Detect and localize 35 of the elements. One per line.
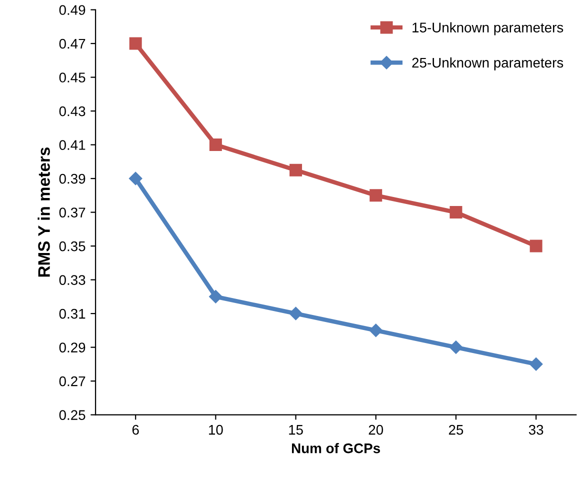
legend-label: 25-Unknown parameters	[412, 57, 564, 70]
y-tick-label: 0.35	[59, 241, 86, 252]
x-tick-label: 33	[528, 424, 544, 435]
point	[128, 172, 142, 186]
point	[290, 164, 302, 176]
point	[369, 324, 382, 338]
y-tick-label: 0.39	[59, 174, 86, 184]
point	[530, 240, 542, 252]
x-axis-title: Num of GCPs	[292, 443, 380, 454]
y-tick-label: 0.25	[59, 410, 86, 420]
point	[370, 189, 382, 202]
legend-label: 15-Unknown parameters	[412, 22, 564, 36]
x-tick-label: 6	[132, 424, 139, 435]
y-tick-label: 0.27	[59, 376, 86, 386]
y-tick-label: 0.45	[59, 72, 86, 82]
point	[449, 340, 463, 354]
point	[529, 358, 543, 371]
x-tick-label: 20	[368, 424, 384, 435]
x-tick-label: 15	[289, 425, 303, 435]
point	[209, 290, 222, 304]
y-axis-title: RMS Y in meters	[38, 147, 50, 277]
y-tick-label: 0.29	[59, 342, 86, 352]
point	[129, 37, 142, 50]
point	[289, 306, 302, 320]
point	[450, 206, 462, 219]
point	[209, 138, 222, 152]
y-tick-label: 0.31	[59, 308, 86, 319]
y-tick-label: 0.43	[59, 106, 86, 116]
x-tick-label: 25	[448, 424, 464, 435]
y-tick-label: 0.37	[59, 208, 86, 218]
y-tick-label: 0.41	[59, 140, 86, 150]
y-tick-label: 0.49	[59, 5, 86, 15]
x-tick-label: 10	[209, 424, 223, 435]
y-tick-label: 0.47	[59, 38, 86, 49]
y-tick-label: 0.33	[59, 275, 86, 285]
